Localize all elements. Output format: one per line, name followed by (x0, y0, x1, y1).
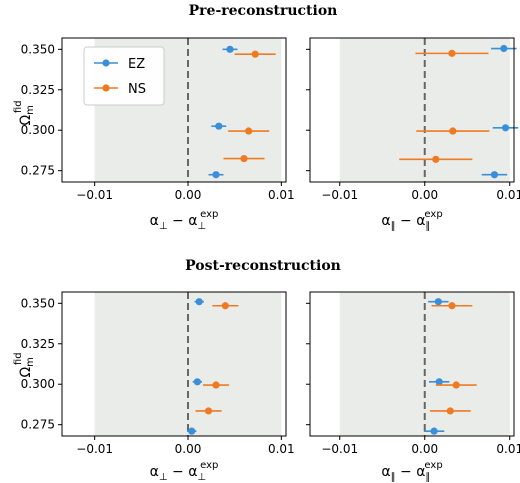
axes-frame (61, 37, 287, 183)
x-tick-label: 0.01 (268, 188, 295, 202)
y-tick-label: 0.275 (21, 418, 55, 432)
panel-post-perp: −0.01 0.00 0.01 0.350 0.325 0.300 0.275 (21, 291, 295, 456)
axes-frame (309, 291, 515, 437)
data-point-ez (193, 378, 201, 386)
y-tick-label: 0.300 (21, 377, 55, 391)
y-tick-label: 0.350 (21, 296, 55, 310)
data-point-ez (226, 45, 234, 53)
y-axis-label-top: Ωmfid (13, 100, 36, 125)
x-tick-label: −0.01 (76, 442, 113, 456)
x-tick-label: 0.00 (175, 442, 202, 456)
data-point-ns (212, 381, 220, 389)
legend-entry-ns: NS (94, 82, 146, 97)
data-point-ns (204, 407, 213, 415)
data-point-ez (435, 378, 443, 386)
data-point-ez (430, 427, 438, 435)
data-point-ns (446, 407, 454, 415)
x-tick-label: −0.01 (76, 188, 113, 202)
post-reconstruction-title: Post-reconstruction (185, 258, 341, 274)
data-point-ez (212, 171, 220, 179)
data-point-ns (449, 127, 457, 135)
y-tick-label: 0.325 (21, 83, 55, 97)
data-point-ez (490, 171, 499, 179)
panel-post-par: −0.01 0.00 0.01 (306, 291, 520, 456)
x-tick-label: −0.01 (321, 442, 358, 456)
legend-label-ns: NS (128, 82, 146, 97)
x-tick-label: 0.01 (496, 188, 520, 202)
data-point-ns (448, 302, 456, 310)
axes-frame (309, 37, 515, 183)
x-tick-label: 0.00 (175, 188, 202, 202)
x-tick-label: −0.01 (321, 188, 358, 202)
x-tick-label: 0.01 (496, 442, 520, 456)
legend: EZ NS (83, 46, 165, 106)
data-point-ns (448, 49, 456, 57)
panel-pre-perp: −0.01 0.00 0.01 0.350 0.325 0.300 0.275 (21, 37, 295, 202)
x-tick-label: 0.01 (268, 442, 295, 456)
x-tick-label: 0.00 (411, 188, 438, 202)
data-point-ns (245, 127, 253, 135)
data-point-ez (188, 427, 196, 435)
data-point-ez (500, 44, 508, 53)
legend-label-ez: EZ (128, 57, 145, 72)
y-tick-label: 0.275 (21, 164, 55, 178)
y-axis-label-bottom: Ωmfid (13, 352, 36, 377)
pre-reconstruction-title: Pre-reconstruction (189, 3, 338, 19)
data-point-ns (432, 155, 440, 163)
data-point-ns (251, 50, 259, 58)
x-tick-label: 0.00 (411, 442, 438, 456)
data-point-ez (215, 122, 223, 130)
data-point-ns (240, 154, 248, 163)
y-tick-label: 0.325 (21, 337, 55, 351)
x-axis-label-pre-par: α∥ − α∥exp (381, 209, 442, 232)
axes-frame (61, 291, 287, 437)
data-point-ns (452, 381, 460, 389)
data-point-ez (434, 298, 442, 306)
x-axis-label-pre-perp: α⊥ − α⊥exp (150, 209, 219, 232)
x-axis-label-post-par: α∥ − α∥exp (381, 460, 442, 483)
y-tick-label: 0.350 (21, 42, 55, 56)
x-axis-label-post-perp: α⊥ − α⊥exp (150, 460, 219, 483)
legend-entry-ez: EZ (94, 57, 145, 72)
panel-pre-par: −0.01 0.00 0.01 (306, 37, 520, 202)
data-point-ez (195, 298, 203, 306)
data-point-ez (501, 124, 510, 132)
y-tick-label: 0.300 (21, 123, 55, 137)
data-point-ns (221, 302, 229, 310)
